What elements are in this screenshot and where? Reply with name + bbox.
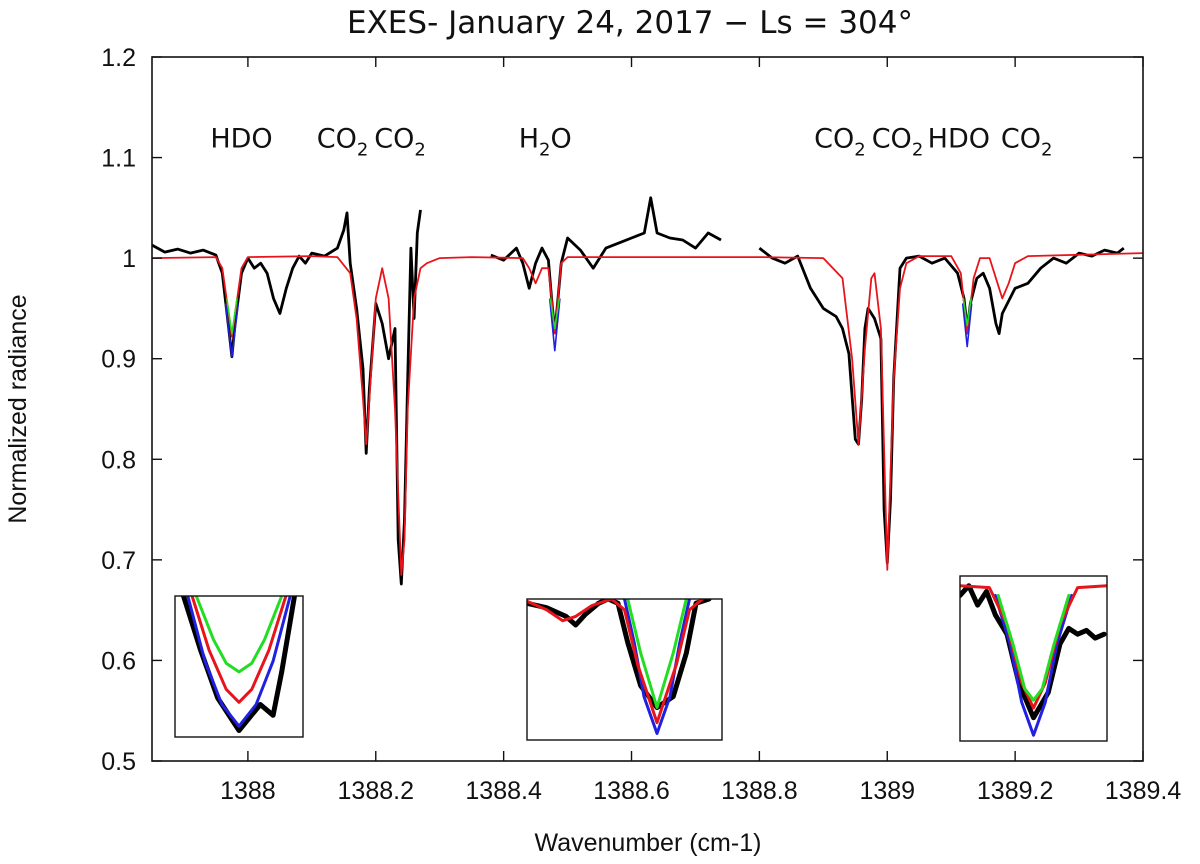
species-label: CO2 bbox=[317, 124, 369, 161]
x-tick-label: 1388.6 bbox=[593, 777, 669, 805]
series-line-model-dip bbox=[224, 303, 240, 358]
x-tick-label: 1389.2 bbox=[977, 777, 1053, 805]
species-label: CO2 bbox=[374, 124, 426, 161]
series-line-observed bbox=[151, 209, 422, 586]
species-label: CO2 bbox=[872, 124, 924, 161]
inset-series-line bbox=[623, 599, 691, 735]
y-tick-label: 0.9 bbox=[101, 346, 136, 374]
series-line-model-dip bbox=[226, 298, 238, 335]
species-label: HDO bbox=[210, 124, 272, 155]
inset-frame bbox=[526, 598, 723, 741]
plot-area bbox=[151, 196, 1144, 586]
species-label: H2O bbox=[519, 124, 572, 161]
plot-frame bbox=[151, 56, 1144, 762]
inset-zoom-3 bbox=[959, 575, 1108, 742]
series-line-model-dip bbox=[549, 298, 561, 330]
inset-series-line bbox=[993, 593, 1074, 737]
y-tick-label: 0.6 bbox=[101, 647, 136, 675]
series-line-model-dip bbox=[548, 298, 561, 352]
species-label: HDO bbox=[928, 124, 990, 155]
x-axis-label: Wavenumber (cm-1) bbox=[535, 829, 762, 857]
x-tick-label: 1388.2 bbox=[338, 777, 414, 805]
inset-series-line bbox=[190, 596, 288, 704]
inset-zoom-2 bbox=[526, 598, 723, 741]
inset-series-line bbox=[527, 599, 704, 725]
x-tick-label: 1388.4 bbox=[465, 777, 542, 805]
y-axis-label: Normalized radiance bbox=[4, 294, 32, 523]
y-tick-label: 1 bbox=[122, 245, 136, 273]
series-line-observed bbox=[758, 246, 1125, 565]
x-tick-label: 1389 bbox=[859, 777, 915, 805]
series-line-observed bbox=[490, 196, 722, 334]
species-label: CO2 bbox=[814, 124, 866, 161]
inset-series-line bbox=[186, 596, 292, 728]
y-tick-label: 0.8 bbox=[101, 446, 136, 474]
inset-series-line bbox=[960, 583, 1107, 721]
y-tick-label: 1.2 bbox=[101, 44, 136, 72]
axis-ticks: 1388 1388.2 1388.4 1388.6 1388.8 1389 1389.2 13… bbox=[101, 44, 1181, 805]
inset-frame bbox=[959, 575, 1108, 742]
species-labels: HDO CO2 CO2 H2O CO2 CO2 HDO CO2 bbox=[210, 124, 1052, 161]
x-tick-label: 1389.4 bbox=[1105, 777, 1182, 805]
chart-title: EXES- January 24, 2017 − Ls = 304° bbox=[347, 5, 913, 41]
inset-frame bbox=[174, 595, 304, 738]
x-tick-label: 1388.8 bbox=[721, 777, 797, 805]
series-line-model bbox=[151, 252, 1144, 576]
species-label: CO2 bbox=[1001, 124, 1053, 161]
y-tick-label: 0.5 bbox=[101, 748, 136, 776]
x-tick-label: 1388 bbox=[220, 777, 276, 805]
series-line-model-dip bbox=[961, 303, 973, 348]
inset-series-line bbox=[960, 584, 1107, 710]
y-tick-label: 1.1 bbox=[101, 145, 136, 173]
series-line-model-dip bbox=[962, 298, 972, 327]
inset-series-line bbox=[626, 599, 688, 709]
inset-series-line bbox=[996, 593, 1071, 702]
insets bbox=[174, 575, 1108, 742]
y-tick-label: 0.7 bbox=[101, 547, 136, 575]
inset-series-line bbox=[194, 596, 284, 674]
inset-zoom-1 bbox=[174, 595, 304, 738]
